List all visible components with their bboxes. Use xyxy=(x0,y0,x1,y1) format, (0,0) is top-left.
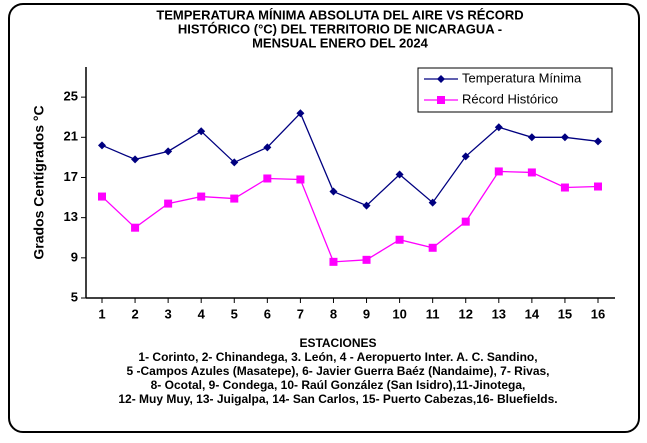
data-point xyxy=(594,137,602,146)
x-tick-label: 4 xyxy=(198,306,206,321)
legend-label: Temperatura Mínima xyxy=(462,70,582,85)
data-point xyxy=(362,255,371,264)
data-point xyxy=(594,182,602,191)
y-tick-label: 17 xyxy=(64,169,78,184)
legend-label: Récord Histórico xyxy=(462,91,558,106)
series-line xyxy=(101,112,599,207)
y-axis-label: Grados Centígrados °C xyxy=(31,105,47,259)
legend-box xyxy=(417,67,613,113)
data-point xyxy=(164,199,173,208)
data-point xyxy=(164,147,173,156)
data-point xyxy=(329,187,338,196)
data-point xyxy=(494,123,503,132)
data-point xyxy=(197,192,206,201)
x-tick-label: 5 xyxy=(231,306,238,321)
data-point xyxy=(527,133,536,142)
data-point xyxy=(131,223,140,232)
data-point xyxy=(395,170,404,179)
legend-marker xyxy=(437,96,445,104)
chart-title: HISTÓRICO (°C) DEL TERRITORIO DE NICARAG… xyxy=(178,21,502,36)
data-point xyxy=(527,168,536,177)
x-tick-label: 14 xyxy=(525,306,540,321)
data-point xyxy=(197,127,206,136)
x-tick-label: 13 xyxy=(492,306,506,321)
x-tick-label: 9 xyxy=(363,306,370,321)
x-axis-label: ESTACIONES xyxy=(299,336,376,350)
data-point xyxy=(263,143,272,152)
x-tick-label: 10 xyxy=(392,306,406,321)
x-tick-label: 12 xyxy=(458,306,472,321)
chart-title: TEMPERATURA MÍNIMA ABSOLUTA DEL AIRE VS … xyxy=(156,7,523,22)
x-tick-label: 16 xyxy=(591,306,605,321)
y-tick-label: 9 xyxy=(71,249,78,264)
data-point xyxy=(263,174,272,183)
x-tick-label: 8 xyxy=(330,306,337,321)
x-tick-label: 11 xyxy=(426,306,440,321)
data-point xyxy=(230,194,239,203)
y-tick-label: 21 xyxy=(64,129,78,144)
x-tick-label: 7 xyxy=(297,306,304,321)
data-point xyxy=(395,235,404,244)
footnote: 5 -Campos Azules (Masatepe), 6- Javier G… xyxy=(126,364,549,378)
footnote: 8- Ocotal, 9- Condega, 10- Raúl González… xyxy=(151,378,526,392)
data-point xyxy=(296,175,305,184)
data-point xyxy=(428,198,437,207)
series-line xyxy=(101,170,599,263)
x-tick-label: 15 xyxy=(558,306,572,321)
y-tick-label: 13 xyxy=(64,209,78,224)
y-tick-label: 5 xyxy=(71,289,78,304)
data-point xyxy=(560,183,569,192)
data-point xyxy=(362,201,371,210)
data-point xyxy=(494,167,503,176)
data-point xyxy=(428,243,437,252)
chart-title: MENSUAL ENERO DEL 2024 xyxy=(252,35,429,50)
x-tick-label: 2 xyxy=(131,306,138,321)
data-point xyxy=(296,109,305,118)
x-tick-label: 6 xyxy=(264,306,271,321)
data-point xyxy=(329,257,338,266)
data-point xyxy=(230,158,239,167)
data-point xyxy=(560,133,569,142)
footnote: 12- Muy Muy, 13- Juigalpa, 14- San Carlo… xyxy=(118,392,557,406)
x-tick-label: 3 xyxy=(165,306,172,321)
y-tick-label: 25 xyxy=(64,89,78,104)
data-point xyxy=(98,141,106,150)
x-tick-label: 1 xyxy=(98,306,105,321)
data-point xyxy=(131,155,140,164)
footnote: 1- Corinto, 2- Chinandega, 3. León, 4 - … xyxy=(138,350,537,364)
data-point xyxy=(461,217,470,226)
legend-marker xyxy=(437,75,445,83)
data-point xyxy=(98,192,106,201)
data-point xyxy=(461,152,470,161)
